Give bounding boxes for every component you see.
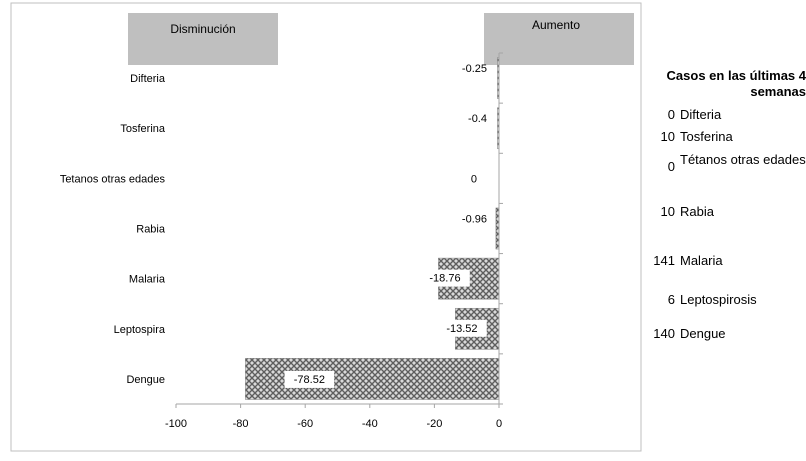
category-label: Leptospira xyxy=(114,324,166,336)
data-label: -0.96 xyxy=(462,214,487,226)
cases-count: 141 xyxy=(653,253,675,268)
category-label: Tetanos otras edades xyxy=(60,173,166,185)
x-tick-label: 0 xyxy=(496,418,502,430)
category-label: Dengue xyxy=(126,374,165,386)
data-label: -13.52 xyxy=(446,323,477,335)
x-tick-label: -60 xyxy=(297,418,313,430)
x-tick-label: -80 xyxy=(233,418,249,430)
cases-count: 6 xyxy=(667,292,675,307)
category-label: Tosferina xyxy=(120,123,166,135)
header-aumento-box xyxy=(484,13,634,65)
cases-table-title: Casos en las últimas 4 semanas xyxy=(666,68,806,99)
data-label: -18.76 xyxy=(429,273,460,285)
data-label: -78.52 xyxy=(294,374,325,386)
category-label: Malaria xyxy=(129,274,166,286)
category-label: Rabia xyxy=(136,224,166,236)
cases-count: 10 xyxy=(660,204,675,219)
data-label-box xyxy=(420,269,470,287)
cases-disease-name: Dengue xyxy=(680,326,726,341)
cases-count: 0 xyxy=(667,107,675,122)
data-label-box xyxy=(437,319,487,337)
category-label: Difteria xyxy=(130,73,166,85)
cases-disease-name: Rabia xyxy=(680,204,714,219)
cases-disease-name: Tétanos otras edades xyxy=(680,152,806,167)
bar-dengue xyxy=(245,358,500,400)
data-label: -0.25 xyxy=(462,63,487,75)
cases-disease-name: Leptospirosis xyxy=(680,292,757,307)
data-label-box xyxy=(284,370,335,388)
data-label: -0.4 xyxy=(468,113,487,125)
cases-table: Casos en las últimas 4 semanas 0 Difteria… xyxy=(648,0,806,456)
header-aumento-label: Aumento xyxy=(532,18,580,32)
cases-disease-name: Difteria xyxy=(680,107,722,122)
cases-count: 0 xyxy=(667,159,675,174)
cases-count: 140 xyxy=(653,326,675,341)
x-tick-label: -20 xyxy=(426,418,442,430)
cases-disease-name: Malaria xyxy=(680,253,723,268)
cases-count: 10 xyxy=(660,129,675,144)
x-tick-label: -100 xyxy=(165,418,187,430)
header-disminucion-box xyxy=(128,13,278,65)
cases-disease-name: Tosferina xyxy=(680,129,733,144)
x-tick-label: -40 xyxy=(362,418,378,430)
data-label: 0 xyxy=(471,173,477,185)
header-disminucion-label: Disminución xyxy=(170,22,235,36)
